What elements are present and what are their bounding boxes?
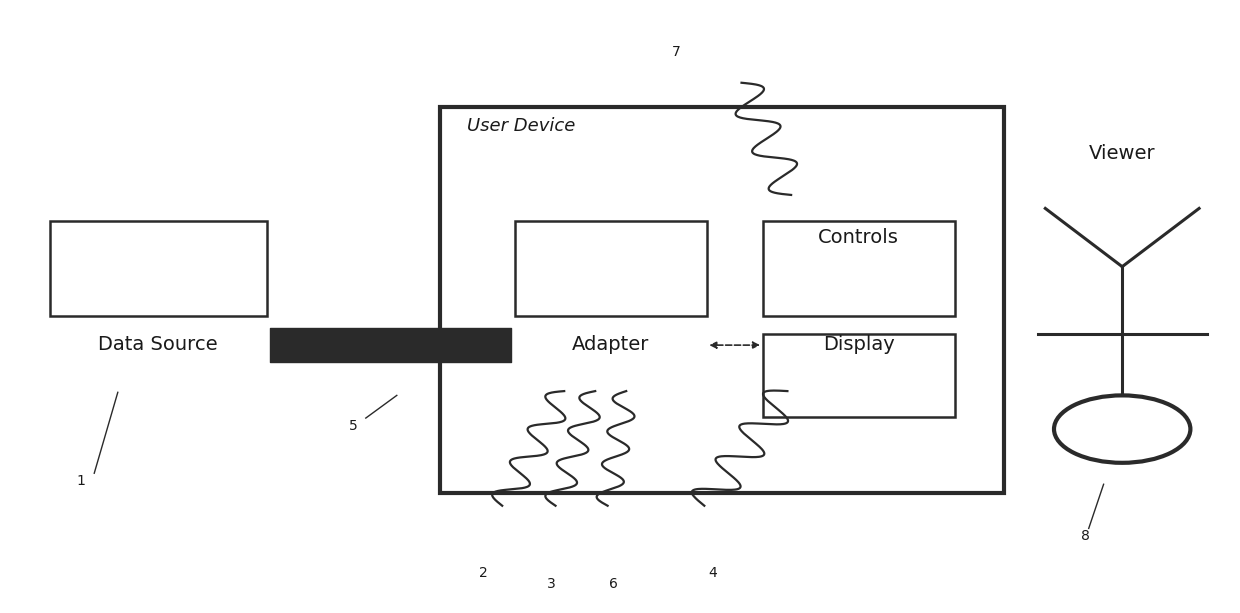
- Text: 1: 1: [76, 474, 86, 488]
- Text: 4: 4: [708, 566, 718, 580]
- Text: Data Source: Data Source: [98, 335, 218, 354]
- Text: Display: Display: [823, 335, 894, 354]
- Text: 2: 2: [479, 566, 489, 580]
- Text: 3: 3: [547, 577, 557, 590]
- Text: 5: 5: [348, 419, 358, 433]
- Bar: [440, 107, 1004, 493]
- Text: 8: 8: [1080, 530, 1090, 543]
- Text: Adapter: Adapter: [572, 335, 650, 354]
- Text: Viewer: Viewer: [1089, 144, 1156, 162]
- Bar: [515, 221, 707, 316]
- Text: 7: 7: [671, 45, 681, 59]
- Text: 6: 6: [609, 577, 619, 590]
- Text: Controls: Controls: [818, 228, 899, 247]
- Bar: [50, 221, 267, 316]
- Text: User Device: User Device: [467, 117, 575, 135]
- Bar: [763, 334, 955, 417]
- Bar: [763, 221, 955, 316]
